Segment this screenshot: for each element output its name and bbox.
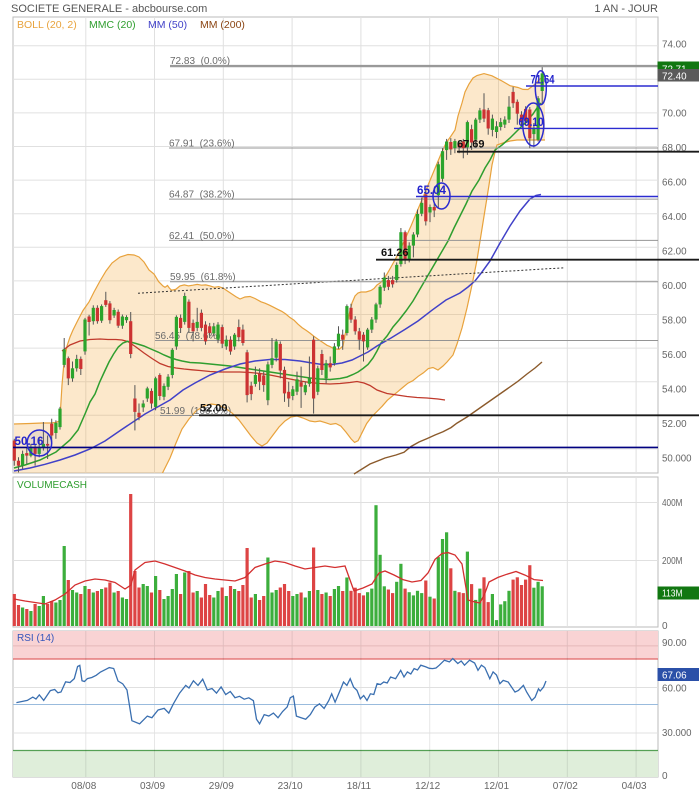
svg-text:67.69: 67.69 bbox=[457, 139, 485, 151]
svg-text:50.000: 50.000 bbox=[662, 454, 692, 465]
svg-text:56.00: 56.00 bbox=[662, 350, 687, 361]
svg-text:VOLUMECASH: VOLUMECASH bbox=[17, 480, 87, 491]
svg-text:56.45 (78.6%): 56.45 (78.6%) bbox=[155, 331, 221, 342]
svg-text:60.00: 60.00 bbox=[662, 281, 687, 292]
svg-text:58.00: 58.00 bbox=[662, 316, 687, 327]
svg-text:52.00: 52.00 bbox=[662, 419, 687, 430]
svg-text:67.91 (23.6%): 67.91 (23.6%) bbox=[169, 139, 235, 150]
svg-text:18/11: 18/11 bbox=[347, 781, 372, 792]
svg-text:04/03: 04/03 bbox=[622, 781, 647, 792]
svg-text:RSI (14): RSI (14) bbox=[17, 633, 54, 644]
svg-text:67.06: 67.06 bbox=[662, 670, 687, 682]
svg-text:66.00: 66.00 bbox=[662, 178, 687, 189]
svg-text:61.26: 61.26 bbox=[381, 247, 409, 259]
svg-text:59.95 (61.8%): 59.95 (61.8%) bbox=[170, 272, 236, 283]
svg-text:MM (50): MM (50) bbox=[148, 19, 187, 31]
svg-text:64.87 (38.2%): 64.87 (38.2%) bbox=[169, 190, 235, 201]
svg-text:62.00: 62.00 bbox=[662, 247, 687, 258]
svg-text:74.00: 74.00 bbox=[662, 40, 687, 51]
svg-text:0: 0 bbox=[662, 771, 668, 782]
svg-text:MM (200): MM (200) bbox=[200, 19, 245, 31]
svg-text:64.00: 64.00 bbox=[662, 212, 687, 223]
svg-text:29/09: 29/09 bbox=[209, 781, 234, 792]
svg-text:113M: 113M bbox=[662, 588, 683, 600]
svg-text:30.000: 30.000 bbox=[662, 728, 692, 739]
svg-text:23/10: 23/10 bbox=[278, 781, 303, 792]
svg-text:69.10: 69.10 bbox=[519, 117, 544, 129]
svg-text:MMC (20): MMC (20) bbox=[89, 19, 136, 31]
svg-text:72.83 (0.0%): 72.83 (0.0%) bbox=[170, 56, 230, 67]
svg-text:72.40: 72.40 bbox=[662, 70, 687, 82]
svg-text:70.00: 70.00 bbox=[662, 109, 687, 120]
svg-text:12/12: 12/12 bbox=[415, 781, 440, 792]
svg-text:71.64: 71.64 bbox=[531, 75, 556, 87]
svg-text:60.00: 60.00 bbox=[662, 684, 687, 695]
svg-text:12/01: 12/01 bbox=[484, 781, 509, 792]
svg-text:62.41 (50.0%): 62.41 (50.0%) bbox=[169, 231, 235, 242]
svg-text:68.00: 68.00 bbox=[662, 143, 687, 154]
svg-text:03/09: 03/09 bbox=[140, 781, 165, 792]
svg-text:400M: 400M bbox=[662, 498, 683, 509]
svg-text:50.16: 50.16 bbox=[15, 436, 44, 448]
svg-text:90.00: 90.00 bbox=[662, 638, 687, 649]
svg-text:54.00: 54.00 bbox=[662, 385, 687, 396]
svg-text:BOLL (20, 2): BOLL (20, 2) bbox=[17, 19, 77, 31]
svg-text:SOCIETE GENERALE - abcbourse.c: SOCIETE GENERALE - abcbourse.com bbox=[11, 3, 207, 15]
svg-text:65.04: 65.04 bbox=[417, 185, 447, 197]
svg-text:07/02: 07/02 bbox=[553, 781, 578, 792]
svg-text:200M: 200M bbox=[662, 556, 683, 567]
svg-text:52.00: 52.00 bbox=[200, 403, 228, 415]
svg-text:1 AN - JOUR: 1 AN - JOUR bbox=[594, 3, 658, 15]
svg-text:0: 0 bbox=[662, 621, 668, 632]
svg-text:51.99 (100.0%): 51.99 (100.0%) bbox=[160, 406, 231, 417]
svg-text:08/08: 08/08 bbox=[71, 781, 96, 792]
